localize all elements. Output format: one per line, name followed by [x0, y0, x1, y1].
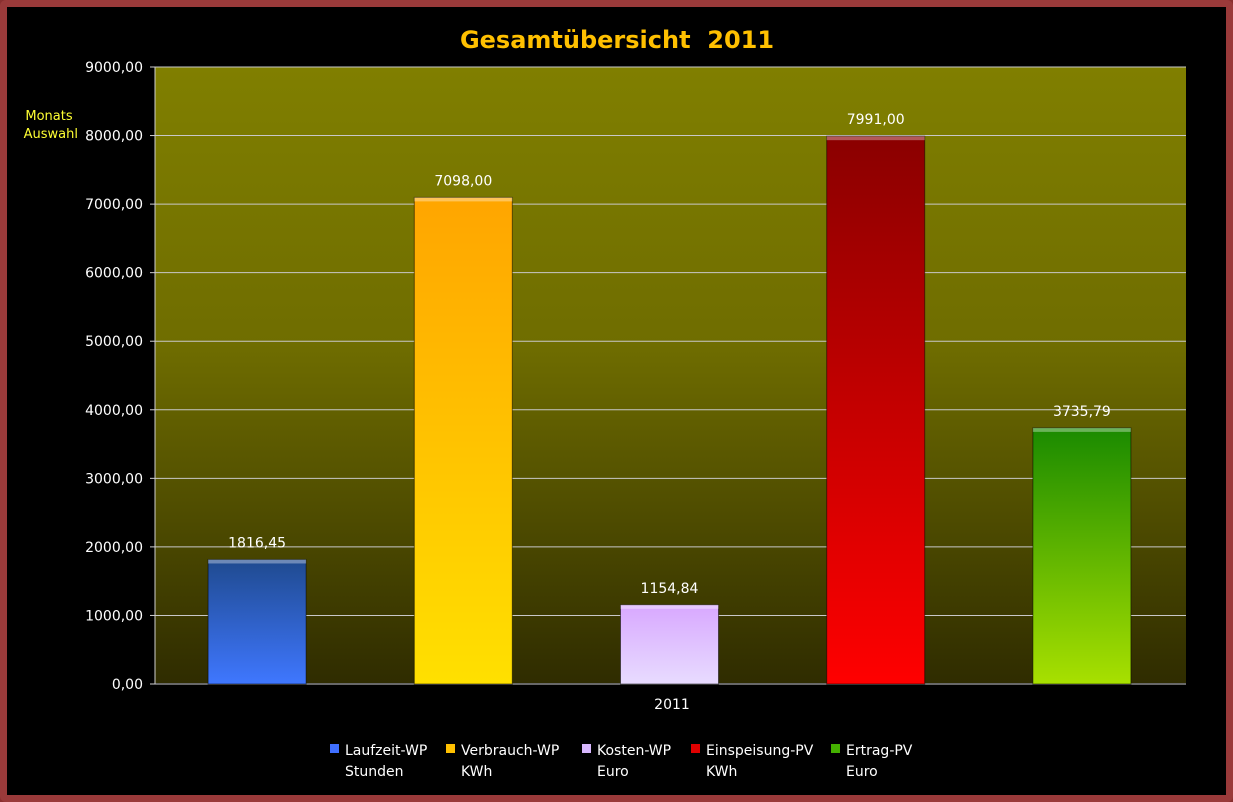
legend-swatch: [691, 744, 700, 753]
chart-title: Gesamtübersicht 2011: [460, 26, 774, 54]
legend-item-verbrauch-wp[interactable]: Verbrauch-WP KWh: [446, 743, 559, 780]
bar-einspeisung-pv[interactable]: [826, 135, 926, 685]
bar-laufzeit-wp[interactable]: [207, 558, 307, 685]
bar-verbrauch-wp[interactable]: [413, 196, 513, 685]
legend-series-name: Laufzeit-WP: [345, 743, 427, 759]
legend-series-unit: Euro: [597, 764, 629, 780]
legend-series-unit: Stunden: [345, 764, 404, 780]
x-category-label: 2011: [654, 697, 690, 713]
legend-series-unit: KWh: [706, 764, 737, 780]
plot-area: [155, 67, 1186, 683]
bar-value-label: 3735,79: [1053, 404, 1111, 420]
y-tick-label: 7000,00: [85, 197, 143, 213]
legend-swatch: [330, 744, 339, 753]
bar-highlight: [208, 559, 307, 564]
bar-ertrag-pv[interactable]: [1032, 427, 1132, 685]
bar-kosten-wp[interactable]: [620, 604, 719, 685]
bar-value-label: 1154,84: [641, 581, 699, 597]
y-tick-label: 0,00: [112, 677, 143, 693]
y-tick-label: 6000,00: [85, 266, 143, 282]
bar-value-label: 7991,00: [847, 112, 905, 128]
legend-swatch: [582, 744, 591, 753]
bar-labels: 1816,45 7098,00 1154,84 7991,00 3735,79: [228, 112, 1111, 597]
monats-label-line2: Auswahl: [23, 127, 78, 142]
monats-label-line1: Monats: [25, 109, 73, 124]
legend: Laufzeit-WP Stunden Verbrauch-WP KWh Kosten-…: [330, 743, 913, 780]
bars: [207, 135, 1132, 685]
bar-value-label: 1816,45: [228, 535, 286, 551]
y-tick-label: 2000,00: [85, 540, 143, 556]
legend-series-name: Ertrag-PV: [846, 743, 913, 759]
bar-highlight: [1032, 427, 1131, 432]
legend-series-name: Einspeisung-PV: [706, 743, 814, 759]
legend-item-laufzeit-wp[interactable]: Laufzeit-WP Stunden: [330, 743, 427, 780]
legend-series-name: Kosten-WP: [597, 743, 671, 759]
y-tick-label: 9000,00: [85, 60, 143, 76]
bar-highlight: [826, 136, 925, 141]
bar-highlight: [414, 197, 513, 202]
y-tick-label: 4000,00: [85, 403, 143, 419]
monats-auswahl-label[interactable]: Monats Auswahl: [14, 108, 78, 144]
legend-item-einspeisung-pv[interactable]: Einspeisung-PV KWh: [691, 743, 814, 780]
bar-highlight: [620, 604, 719, 609]
y-tick-label: 8000,00: [85, 129, 143, 145]
legend-series-name: Verbrauch-WP: [461, 743, 559, 759]
y-axis-ticks: 0,00 1000,00 2000,00 3000,00 4000,00 5000,00 6…: [85, 60, 155, 693]
y-tick-label: 5000,00: [85, 334, 143, 350]
legend-series-unit: KWh: [461, 764, 492, 780]
y-tick-label: 1000,00: [85, 608, 143, 624]
bar-value-label: 7098,00: [434, 173, 492, 189]
legend-series-unit: Euro: [846, 764, 878, 780]
y-tick-label: 3000,00: [85, 471, 143, 487]
legend-swatch: [831, 744, 840, 753]
legend-item-kosten-wp[interactable]: Kosten-WP Euro: [582, 743, 671, 780]
legend-swatch: [446, 744, 455, 753]
legend-item-ertrag-pv[interactable]: Ertrag-PV Euro: [831, 743, 913, 780]
